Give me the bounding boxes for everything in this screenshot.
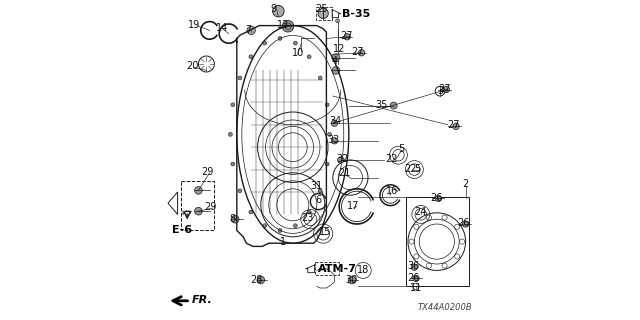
Circle shape <box>325 162 329 166</box>
Text: 27: 27 <box>340 31 353 41</box>
Circle shape <box>307 55 311 59</box>
Circle shape <box>238 189 242 193</box>
Circle shape <box>318 8 328 19</box>
Circle shape <box>318 76 322 80</box>
Text: 30: 30 <box>345 275 358 285</box>
Text: FR.: FR. <box>192 295 212 305</box>
Text: B-35: B-35 <box>342 9 370 19</box>
Circle shape <box>232 215 239 223</box>
Text: 21: 21 <box>338 168 350 179</box>
Circle shape <box>249 210 253 214</box>
Text: 22: 22 <box>386 154 398 164</box>
Text: 25: 25 <box>316 4 328 14</box>
Circle shape <box>332 54 340 61</box>
Circle shape <box>282 20 294 32</box>
Circle shape <box>336 19 340 23</box>
Circle shape <box>195 207 202 215</box>
Text: 23: 23 <box>301 213 314 223</box>
Text: 13: 13 <box>277 20 289 30</box>
Text: 8: 8 <box>229 214 235 224</box>
Circle shape <box>338 157 344 163</box>
Circle shape <box>462 221 468 227</box>
Text: 33: 33 <box>327 135 340 145</box>
Text: 7: 7 <box>245 25 251 36</box>
Circle shape <box>238 76 242 80</box>
Text: 2: 2 <box>463 179 468 189</box>
Circle shape <box>263 224 267 228</box>
Circle shape <box>328 132 332 136</box>
Circle shape <box>348 276 356 284</box>
Circle shape <box>247 26 255 35</box>
Circle shape <box>412 264 417 270</box>
Circle shape <box>325 103 329 107</box>
Text: 34: 34 <box>329 116 342 126</box>
Text: 5: 5 <box>399 144 404 154</box>
Text: 27: 27 <box>351 47 364 57</box>
Circle shape <box>278 228 282 232</box>
Circle shape <box>293 224 297 228</box>
Text: 15: 15 <box>319 227 331 237</box>
Circle shape <box>195 187 202 194</box>
Circle shape <box>318 189 322 193</box>
Text: 9: 9 <box>271 4 276 14</box>
Text: 3: 3 <box>437 86 443 96</box>
Bar <box>315 262 339 275</box>
Circle shape <box>273 5 284 17</box>
Text: 31: 31 <box>310 181 323 191</box>
Text: 26: 26 <box>407 273 420 283</box>
Bar <box>406 197 468 286</box>
Text: 36: 36 <box>407 261 420 271</box>
Circle shape <box>435 195 442 202</box>
Circle shape <box>390 102 397 109</box>
Text: 29: 29 <box>204 202 217 212</box>
Text: 12: 12 <box>333 44 346 54</box>
Text: 35: 35 <box>375 100 388 110</box>
Circle shape <box>443 86 449 93</box>
Text: 17: 17 <box>348 201 360 212</box>
Text: TX44A0200B: TX44A0200B <box>417 303 472 312</box>
Text: 10: 10 <box>291 48 304 58</box>
Text: 6: 6 <box>316 195 321 205</box>
Text: E-6: E-6 <box>172 225 192 235</box>
Circle shape <box>263 41 267 45</box>
Circle shape <box>231 162 235 166</box>
Text: 24: 24 <box>415 207 427 217</box>
Circle shape <box>307 210 311 214</box>
Text: 26: 26 <box>457 218 470 228</box>
Text: 1: 1 <box>280 236 286 247</box>
Circle shape <box>228 132 232 136</box>
Bar <box>316 7 332 20</box>
Circle shape <box>344 34 351 40</box>
Text: 19: 19 <box>188 20 200 30</box>
Circle shape <box>257 276 265 284</box>
Circle shape <box>332 138 338 144</box>
Text: 27: 27 <box>438 84 451 94</box>
Circle shape <box>249 55 253 59</box>
Circle shape <box>231 103 235 107</box>
Text: 16: 16 <box>386 186 398 196</box>
Bar <box>181 181 214 230</box>
Text: 11: 11 <box>410 283 422 293</box>
Text: 22: 22 <box>404 164 417 174</box>
Text: 14: 14 <box>216 23 228 33</box>
Text: ATM-7: ATM-7 <box>317 264 356 274</box>
Circle shape <box>278 36 282 40</box>
Circle shape <box>332 120 338 126</box>
Text: 27: 27 <box>447 120 460 131</box>
Text: 29: 29 <box>201 167 214 177</box>
Text: 32: 32 <box>336 154 349 164</box>
Text: 5: 5 <box>415 164 420 174</box>
Circle shape <box>293 41 297 45</box>
Circle shape <box>453 123 460 130</box>
Circle shape <box>332 67 340 74</box>
Text: 28: 28 <box>250 275 263 285</box>
Text: 4: 4 <box>332 56 337 66</box>
Text: 26: 26 <box>431 193 443 203</box>
Circle shape <box>358 50 365 56</box>
Circle shape <box>413 275 419 282</box>
Text: 20: 20 <box>186 60 198 71</box>
Text: 18: 18 <box>357 265 369 276</box>
